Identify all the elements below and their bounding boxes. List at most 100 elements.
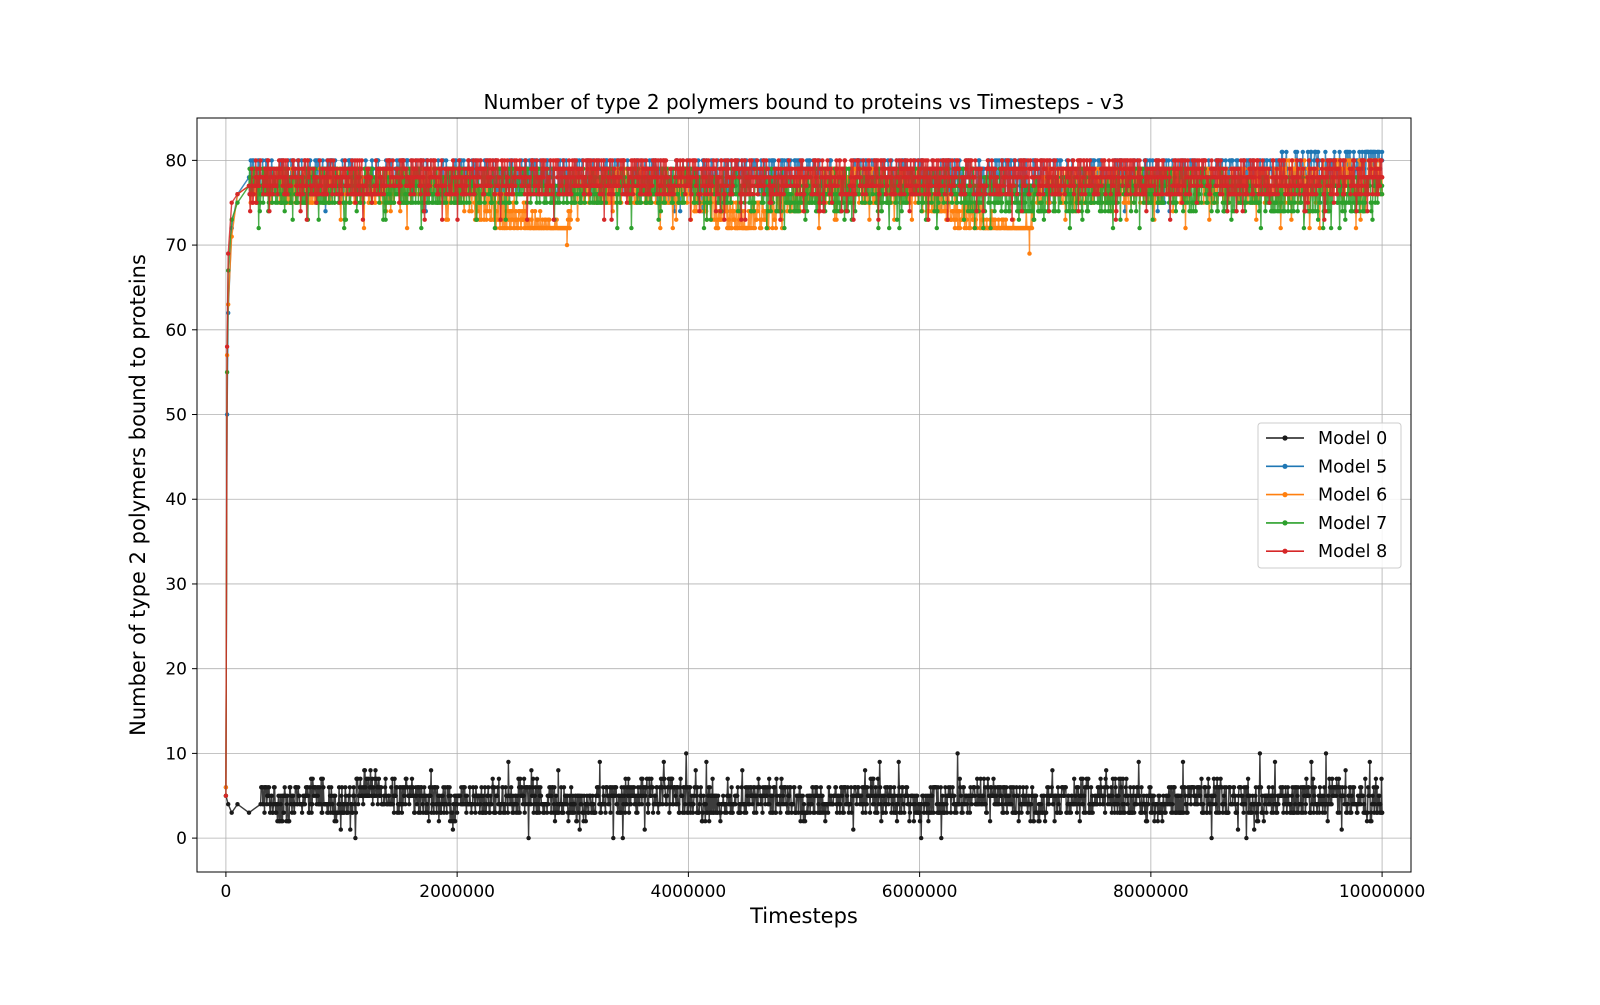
data-point	[1166, 794, 1170, 798]
data-point	[884, 811, 888, 815]
data-point	[506, 760, 510, 764]
data-point	[939, 785, 943, 789]
data-point	[363, 768, 367, 772]
data-point	[267, 785, 271, 789]
data-point	[614, 785, 618, 789]
data-point	[678, 209, 682, 213]
data-point	[899, 794, 903, 798]
data-point	[856, 785, 860, 789]
data-point	[859, 794, 863, 798]
data-point	[869, 785, 873, 789]
data-point	[373, 768, 377, 772]
data-point	[572, 811, 576, 815]
data-point	[377, 777, 381, 781]
data-point	[1059, 158, 1063, 162]
data-point	[1059, 811, 1063, 815]
data-point	[1240, 794, 1244, 798]
data-point	[1009, 802, 1013, 806]
data-point	[572, 802, 576, 806]
data-point	[533, 209, 537, 213]
data-point	[368, 768, 372, 772]
data-point	[1375, 785, 1379, 789]
data-point	[662, 777, 666, 781]
data-point	[510, 209, 514, 213]
data-point	[1243, 802, 1247, 806]
data-point	[272, 785, 276, 789]
data-point	[578, 827, 582, 831]
data-point	[538, 785, 542, 789]
data-point	[1076, 785, 1080, 789]
data-point	[1253, 794, 1257, 798]
data-point	[387, 794, 391, 798]
data-point	[1004, 785, 1008, 789]
data-point	[288, 785, 292, 789]
data-point	[283, 785, 287, 789]
data-point	[1359, 785, 1363, 789]
data-point	[321, 777, 325, 781]
data-point	[684, 751, 688, 755]
data-point	[1050, 768, 1054, 772]
data-point	[988, 819, 992, 823]
data-point	[802, 802, 806, 806]
data-point	[1166, 158, 1170, 162]
data-point	[1293, 802, 1297, 806]
data-point	[383, 785, 387, 789]
data-point	[598, 760, 602, 764]
data-point	[1295, 150, 1299, 154]
data-point	[871, 777, 875, 781]
data-point	[1037, 819, 1041, 823]
data-point	[1153, 811, 1157, 815]
data-point	[649, 794, 653, 798]
data-point	[691, 802, 695, 806]
data-point	[826, 811, 830, 815]
data-point	[489, 802, 493, 806]
data-point	[1368, 760, 1372, 764]
data-point	[640, 802, 644, 806]
data-point	[939, 836, 943, 840]
data-point	[546, 802, 550, 806]
data-point	[792, 785, 796, 789]
data-point	[949, 811, 953, 815]
data-point	[584, 819, 588, 823]
data-point	[599, 811, 603, 815]
data-point	[1007, 794, 1011, 798]
data-point	[371, 785, 375, 789]
data-point	[1290, 794, 1294, 798]
data-point	[1304, 777, 1308, 781]
data-point	[874, 785, 878, 789]
data-point	[803, 819, 807, 823]
data-point	[1224, 158, 1228, 162]
data-point	[464, 811, 468, 815]
data-point	[863, 811, 867, 815]
data-point	[1343, 768, 1347, 772]
data-point	[1218, 777, 1222, 781]
data-point	[1326, 794, 1330, 798]
data-point	[627, 811, 631, 815]
data-point	[649, 777, 653, 781]
data-point	[522, 777, 526, 781]
data-point	[1206, 777, 1210, 781]
data-point	[718, 819, 722, 823]
data-point	[592, 802, 596, 806]
data-point	[907, 819, 911, 823]
data-point	[1051, 802, 1055, 806]
data-point	[420, 802, 424, 806]
data-point	[435, 811, 439, 815]
data-point	[321, 785, 325, 789]
data-point	[569, 218, 573, 222]
data-point	[930, 794, 934, 798]
data-point	[735, 794, 739, 798]
data-point	[565, 243, 569, 247]
data-point	[537, 811, 541, 815]
data-point	[959, 794, 963, 798]
data-point	[989, 785, 993, 789]
data-point	[1349, 811, 1353, 815]
data-point	[842, 811, 846, 815]
data-point	[1073, 794, 1077, 798]
data-point	[919, 836, 923, 840]
data-point	[426, 811, 430, 815]
data-point	[1072, 777, 1076, 781]
data-point	[427, 819, 431, 823]
data-point	[1301, 150, 1305, 154]
